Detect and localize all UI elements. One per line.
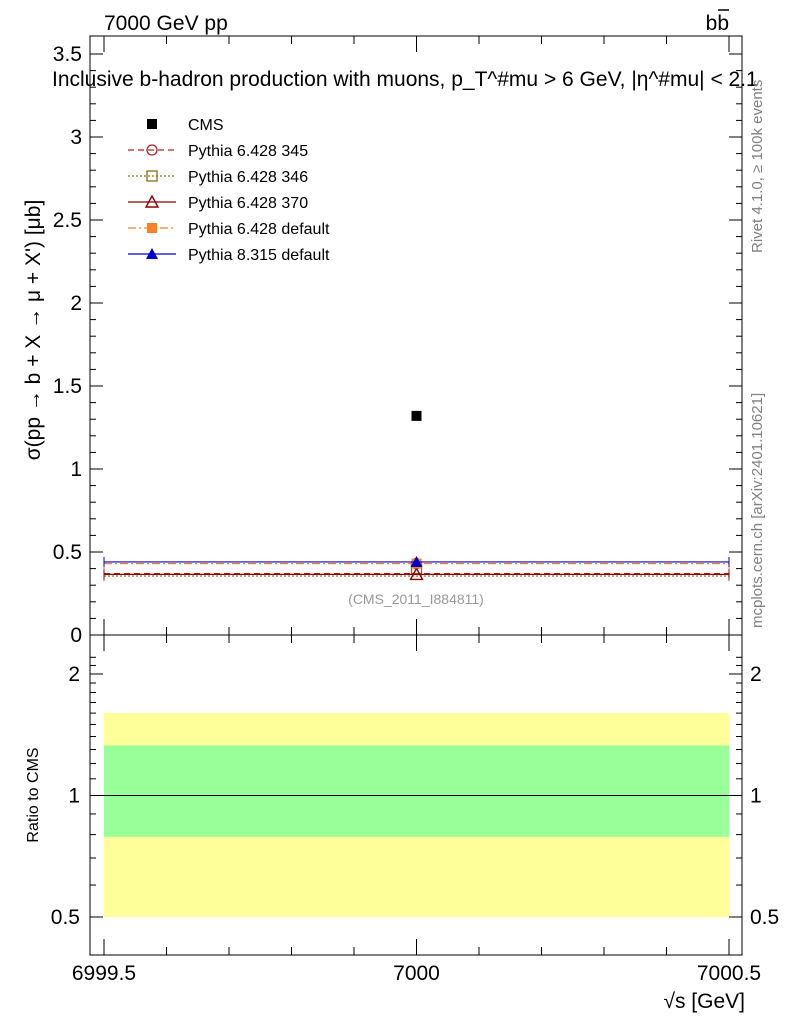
main-y-axis-title: σ(pp → b + X → μ + X') [μb]: [22, 200, 45, 461]
legend-label-pythia-6-428-default: Pythia 6.428 default: [188, 221, 330, 238]
ratio-y-tick-label-right: 0.5: [750, 906, 779, 929]
legend-label-pythia-6-428-345: Pythia 6.428 345: [188, 143, 308, 160]
energy-label: 7000 GeV pp: [104, 12, 228, 35]
legend-label-pythia-8-315-default: Pythia 8.315 default: [188, 247, 330, 264]
x-tick-label: 7000.5: [697, 962, 761, 985]
main-y-tick-label: 2.5: [53, 209, 82, 232]
x-axis-title: √s [GeV]: [663, 990, 745, 1013]
main-y-tick-label: 3.5: [53, 43, 82, 66]
plot-title: Inclusive b-hadron production with muons…: [52, 68, 758, 91]
process-label: bb: [706, 12, 729, 35]
legend-marker-cms: [147, 119, 157, 129]
chart-marks-group: 0 0.5 1 1.5 2 2.5 3 3.5 0.5 0.5 1 1 2 2 6999.5 7000 7000…: [51, 35, 779, 985]
main-y-tick-label: 2: [70, 292, 82, 315]
series-marker-pythia-6-428-370: [409, 566, 424, 581]
legend-label-pythia-6-428-346: Pythia 6.428 346: [188, 169, 308, 186]
main-y-tick-label: 3: [70, 126, 82, 149]
ratio-y-tick-label: 1: [68, 785, 80, 808]
main-y-tick-label: 1: [70, 458, 82, 481]
legend-label-pythia-6-428-370: Pythia 6.428 370: [188, 195, 308, 212]
cms-data-point: [411, 410, 422, 421]
legend-marker-pythia-6-428-345: [146, 144, 158, 156]
ratio-y-tick-label-right: 2: [750, 663, 762, 686]
main-y-tick-label: 1.5: [53, 375, 82, 398]
ratio-band-inner: [104, 745, 729, 837]
analysis-label: (CMS_2011_I884811): [348, 591, 484, 607]
legend-marker-pythia-6-428-346: [146, 170, 158, 182]
main-y-tick-label: 0: [70, 624, 82, 647]
legend-marker-pythia-6-428-default: [147, 223, 157, 233]
rivet-label: Rivet 4.1.0, ≥ 100k events: [749, 80, 766, 253]
legend-label-cms: CMS: [188, 117, 224, 134]
ratio-y-tick-label-right: 1: [750, 785, 762, 808]
main-y-tick-label: 0.5: [53, 541, 82, 564]
ratio-y-tick-label: 2: [68, 663, 80, 686]
ratio-y-axis-title: Ratio to CMS: [25, 747, 42, 842]
series-marker-pythia-8-315-default: [410, 555, 423, 567]
x-tick-label: 6999.5: [72, 962, 136, 985]
legend-marker-pythia-6-428-370: [144, 194, 160, 208]
mcplots-label: mcplots.cern.ch [arXiv:2401.10621]: [749, 393, 766, 628]
legend-marker-pythia-8-315-default: [146, 248, 158, 259]
x-tick-label: 7000: [393, 962, 440, 985]
ratio-y-tick-label: 0.5: [51, 906, 80, 929]
